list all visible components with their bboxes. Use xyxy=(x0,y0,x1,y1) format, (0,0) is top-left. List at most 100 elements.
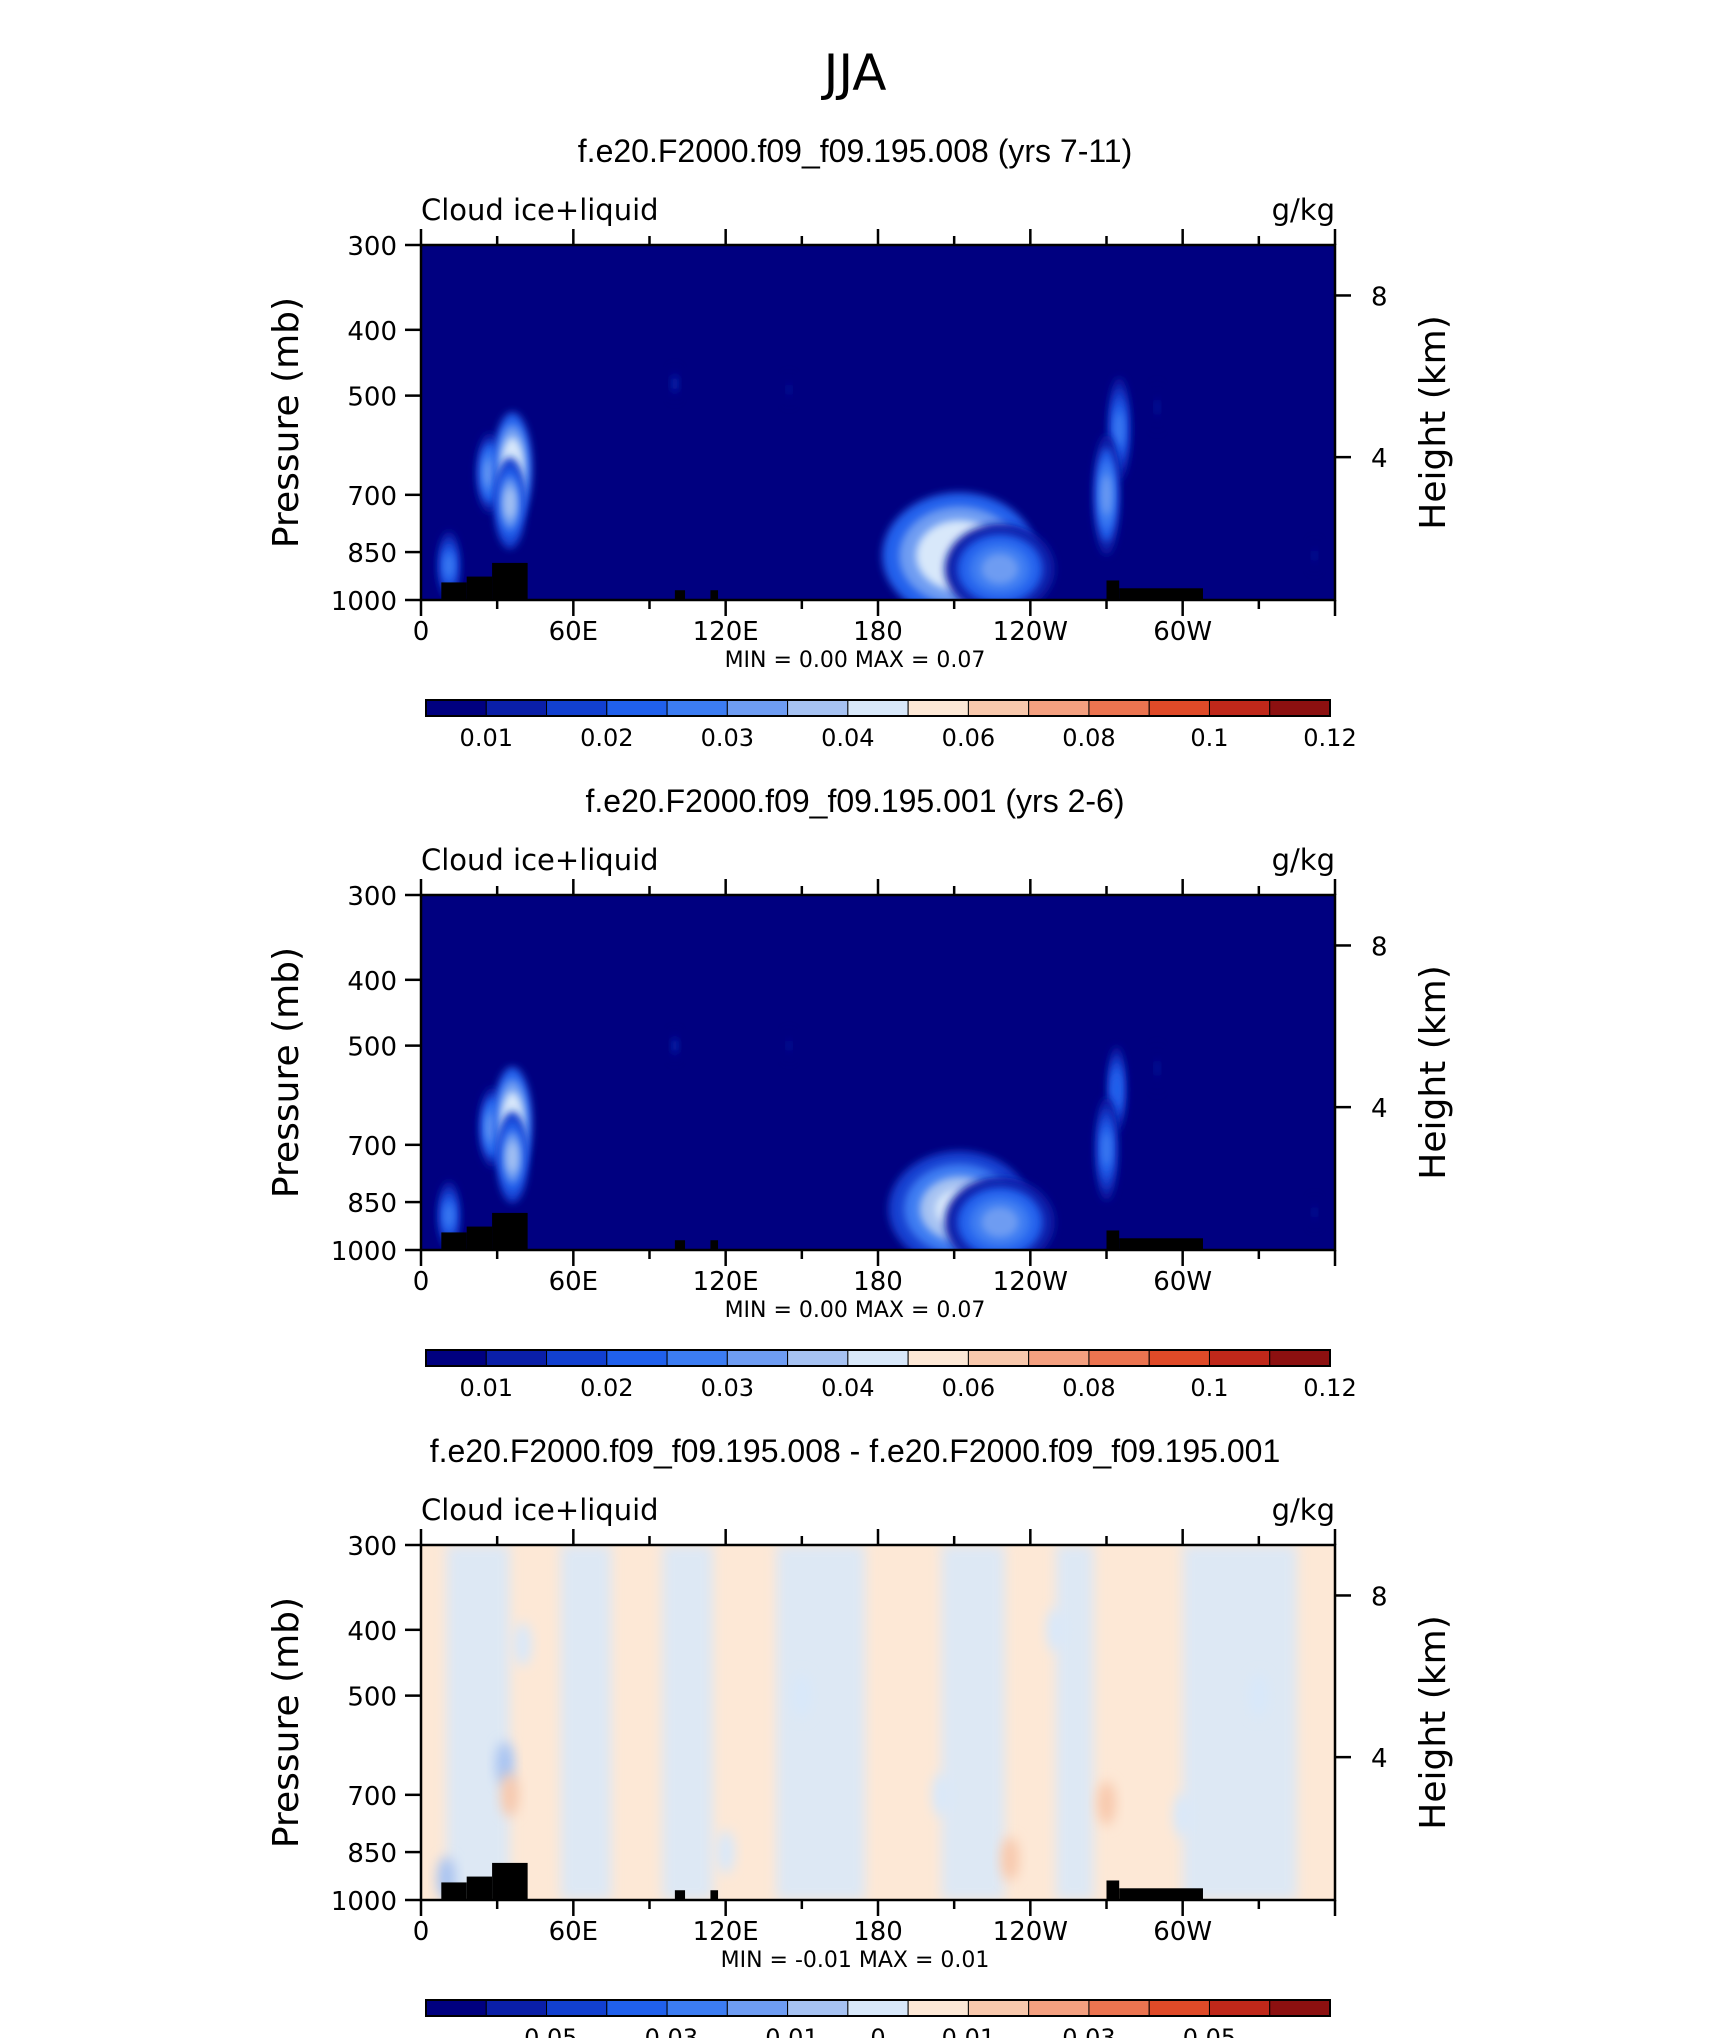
y-tick-label: 700 xyxy=(347,1782,397,1812)
topography-mask xyxy=(1106,1230,1120,1250)
chart-title: f.e20.F2000.f09_f09.195.001 (yrs 2-6) xyxy=(585,783,1124,819)
chart-panel-3: f.e20.F2000.f09_f09.195.008 - f.e20.F200… xyxy=(266,1433,1454,2038)
x-tick-label: 60W xyxy=(1153,617,1212,647)
y-right-axis-label: Height (km) xyxy=(1413,315,1454,529)
y-tick-label: 500 xyxy=(347,383,397,413)
variable-label: Cloud ice+liquid xyxy=(421,843,659,877)
colorbar-label: 0 xyxy=(870,2024,885,2038)
y-tick-label: 850 xyxy=(347,539,397,569)
x-tick-label: 60E xyxy=(549,1267,599,1297)
colorbar-label: 0.01 xyxy=(460,724,513,752)
topography-mask xyxy=(1119,1238,1203,1250)
contour-region xyxy=(787,1040,792,1052)
y-tick-label: 400 xyxy=(347,967,397,997)
colorbar-label: 0.1 xyxy=(1190,724,1228,752)
colorbar-cell xyxy=(787,699,849,717)
colorbar-cell xyxy=(1088,1349,1150,1367)
y-axis-label: Pressure (mb) xyxy=(266,1597,307,1848)
variable-label: Cloud ice+liquid xyxy=(421,193,659,227)
y-tick-label: 400 xyxy=(347,1617,397,1647)
colorbar-label: 0.12 xyxy=(1303,1374,1356,1402)
y-tick-label: 700 xyxy=(347,1132,397,1162)
colorbar-label: -0.03 xyxy=(636,2024,698,2038)
colorbar-cell xyxy=(1028,699,1090,717)
contour-region xyxy=(484,459,495,487)
x-tick-label: 0 xyxy=(413,1917,430,1947)
colorbar-cell xyxy=(1088,699,1150,717)
units-label: g/kg xyxy=(1272,193,1335,227)
topography-mask xyxy=(710,1240,719,1250)
y-tick-label: 1000 xyxy=(331,587,397,617)
x-tick-label: 120W xyxy=(993,617,1068,647)
colorbar-label: 0.02 xyxy=(580,1374,633,1402)
chart-panel-2: f.e20.F2000.f09_f09.195.001 (yrs 2-6) Clo… xyxy=(266,783,1454,1402)
colorbar-label: 0.06 xyxy=(942,724,995,752)
contour-region xyxy=(500,1772,519,1817)
x-tick-label: 60E xyxy=(549,1917,599,1947)
contour-region xyxy=(1097,1781,1116,1826)
x-tick-label: 120E xyxy=(693,1267,759,1297)
y-tick-label: 300 xyxy=(347,232,397,262)
colorbar-cell xyxy=(726,1349,789,1367)
colorbar-cell xyxy=(907,1999,969,2017)
y-tick-label: 500 xyxy=(347,1683,397,1713)
topography-mask xyxy=(441,1882,467,1900)
y-tick-label: 1000 xyxy=(331,1237,397,1267)
colorbar-cell xyxy=(726,699,789,717)
topography-mask xyxy=(1119,1888,1203,1900)
colorbar-cell xyxy=(666,1999,728,2017)
units-label: g/kg xyxy=(1272,843,1335,877)
topography-mask xyxy=(674,590,686,600)
colorbar-cell xyxy=(485,699,548,717)
y-tick-label: 850 xyxy=(347,1839,397,1869)
topography-mask xyxy=(674,1240,686,1250)
colorbar-cell xyxy=(606,699,668,717)
contour-region xyxy=(504,487,516,519)
min-max-stats: MIN = -0.01 MAX = 0.01 xyxy=(721,1948,990,1973)
colorbar-cell xyxy=(907,1349,969,1367)
x-tick-label: 0 xyxy=(413,617,430,647)
negative-anomaly-band xyxy=(446,1545,510,1900)
colorbar-cell xyxy=(546,699,608,717)
contour-region xyxy=(672,377,677,390)
x-tick-label: 60W xyxy=(1153,1917,1212,1947)
contour-region xyxy=(1001,1836,1020,1881)
colorbar-cell xyxy=(847,1999,909,2017)
topography-mask xyxy=(492,562,528,600)
colorbar-label: 0.03 xyxy=(1062,2024,1115,2038)
x-tick-label: 0 xyxy=(413,1267,430,1297)
colorbar-cell xyxy=(606,1349,668,1367)
plot-area xyxy=(421,245,1335,600)
topography-mask xyxy=(1119,588,1203,600)
colorbar-cell xyxy=(1269,1349,1331,1367)
x-tick-label: 180 xyxy=(853,617,903,647)
colorbar-cell xyxy=(1269,1999,1331,2017)
y-right-tick-label: 4 xyxy=(1371,444,1388,474)
colorbar-label: 0.01 xyxy=(942,2024,995,2038)
colorbar-cell xyxy=(1148,1999,1210,2017)
x-tick-label: 180 xyxy=(853,1267,903,1297)
colorbar-cell xyxy=(666,699,728,717)
colorbar-cell xyxy=(726,1999,789,2017)
colorbar-cell xyxy=(967,1349,1030,1367)
plot-area xyxy=(421,895,1335,1250)
colorbar-cell xyxy=(546,1999,608,2017)
contour-region xyxy=(1249,1673,1268,1718)
chart-panel-1: f.e20.F2000.f09_f09.195.008 (yrs 7-11) Cl… xyxy=(266,133,1454,752)
contour-region xyxy=(672,1040,677,1052)
topography-mask xyxy=(466,1226,493,1250)
colorbar-cell xyxy=(847,699,909,717)
chart-title: f.e20.F2000.f09_f09.195.008 - f.e20.F200… xyxy=(430,1433,1280,1469)
contour-region xyxy=(787,384,792,396)
plot-area xyxy=(421,1545,1335,1900)
contour-region xyxy=(792,1673,811,1718)
contour-region xyxy=(1155,1060,1160,1077)
colorbar-cell xyxy=(485,1349,548,1367)
x-tick-label: 60E xyxy=(549,617,599,647)
topography-mask xyxy=(441,1232,467,1250)
colorbar-cell xyxy=(666,1349,728,1367)
contour-region xyxy=(981,553,1019,585)
colorbar-label: -0.01 xyxy=(757,2024,819,2038)
x-tick-label: 120E xyxy=(693,617,759,647)
